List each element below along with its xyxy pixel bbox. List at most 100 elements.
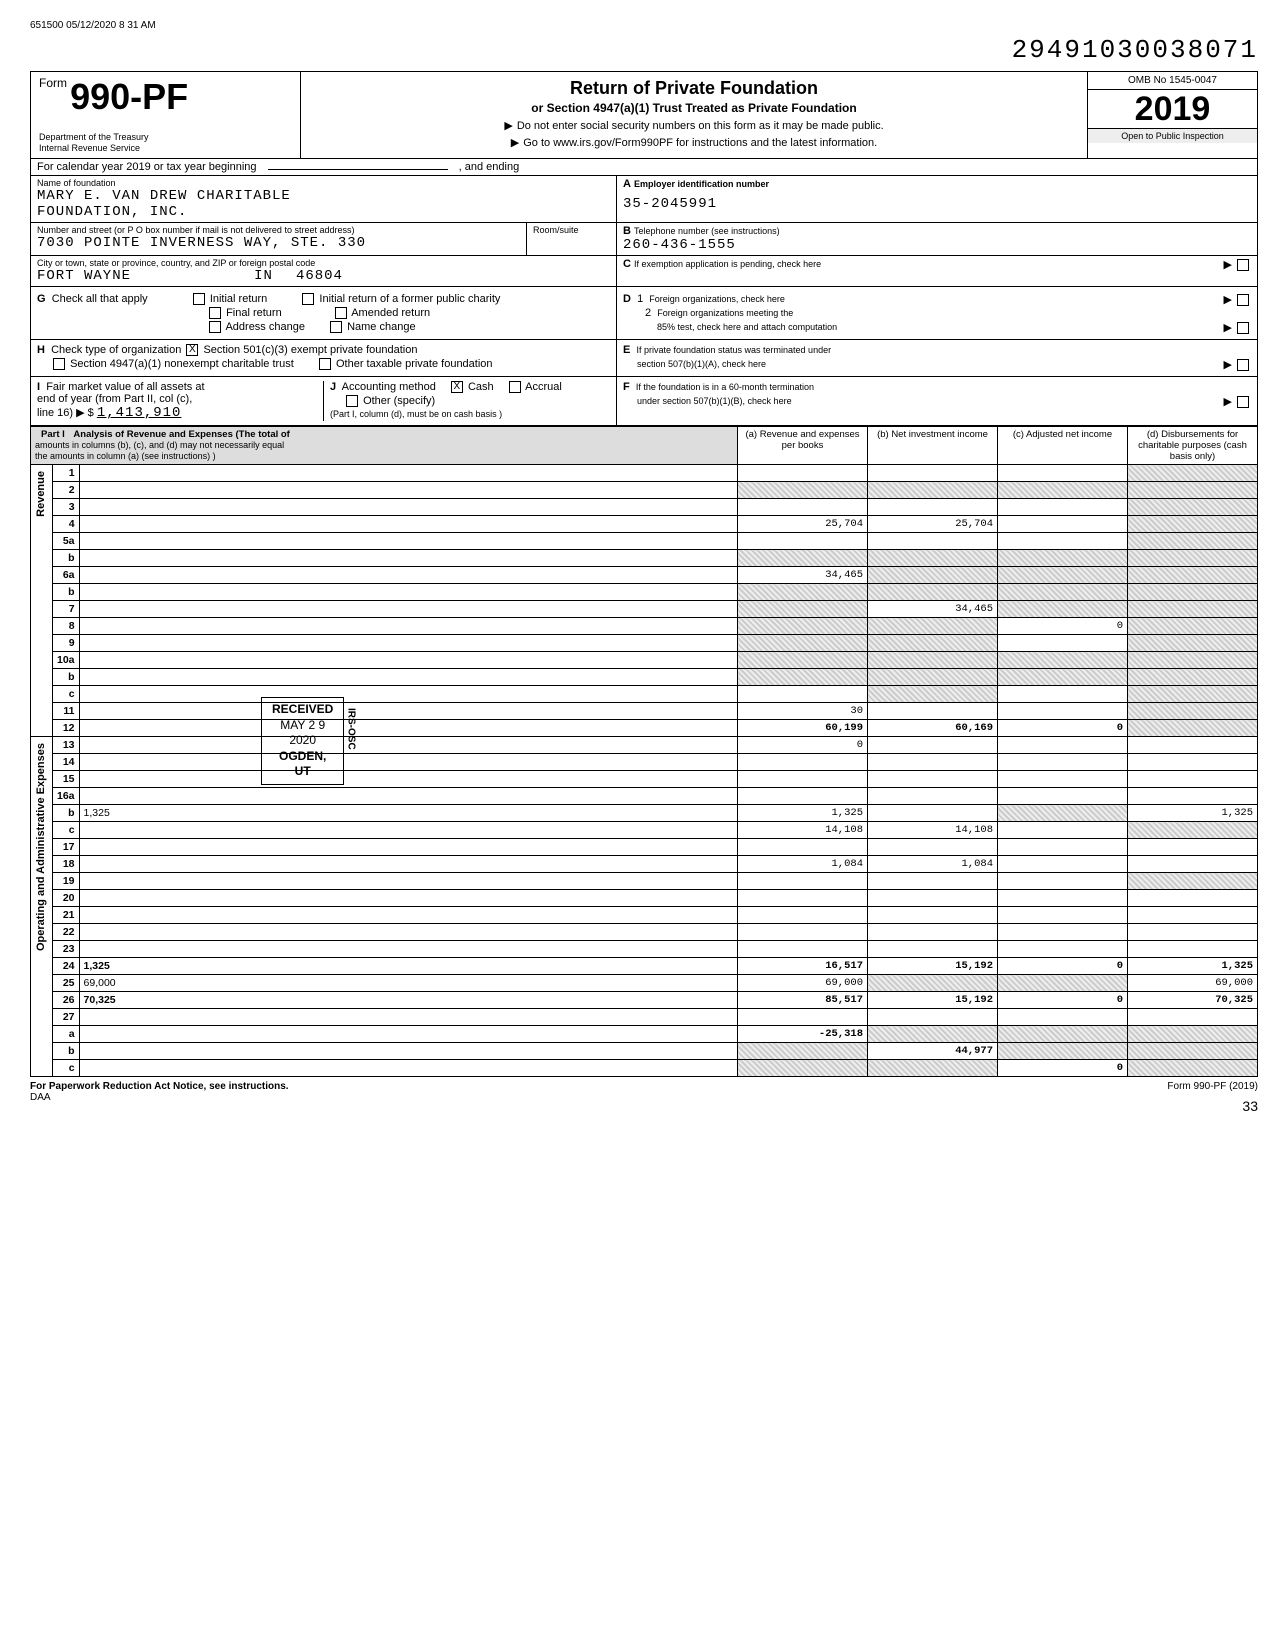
line-number: 18 <box>53 856 80 873</box>
cell-d <box>1128 482 1258 499</box>
cell-a <box>738 618 868 635</box>
line-number: b <box>53 584 80 601</box>
cell-a <box>738 1060 868 1077</box>
cell-a <box>738 601 868 618</box>
cell-b <box>868 618 998 635</box>
cell-c <box>998 805 1128 822</box>
cell-c <box>998 907 1128 924</box>
cell-b <box>868 771 998 788</box>
cell-b <box>868 890 998 907</box>
box-a-letter: A <box>623 178 631 190</box>
cell-d <box>1128 788 1258 805</box>
cell-a <box>738 686 868 703</box>
addr-change-label: Address change <box>225 321 305 333</box>
initial-return-checkbox[interactable] <box>193 293 205 305</box>
line-number: 16a <box>53 788 80 805</box>
cell-d <box>1128 1060 1258 1077</box>
line-number: 7 <box>53 601 80 618</box>
line-number: 12 <box>53 720 80 737</box>
cell-b <box>868 737 998 754</box>
cell-b <box>868 873 998 890</box>
form-prefix: Form <box>39 76 67 90</box>
line-desc <box>79 1060 737 1077</box>
cell-b: 25,704 <box>868 516 998 533</box>
foreign-85-label-1: Foreign organizations meeting the <box>657 308 793 318</box>
cell-a <box>738 482 868 499</box>
cell-a: 1,325 <box>738 805 868 822</box>
initial-former-checkbox[interactable] <box>302 293 314 305</box>
form-title: Return of Private Foundation <box>309 78 1079 99</box>
phone-value: 260-436-1555 <box>623 237 1251 253</box>
foreign-org-checkbox[interactable] <box>1237 294 1249 306</box>
cell-d <box>1128 907 1258 924</box>
foreign-85-checkbox[interactable] <box>1237 322 1249 334</box>
cell-d <box>1128 771 1258 788</box>
cell-d: 70,325 <box>1128 992 1258 1009</box>
4947-checkbox[interactable] <box>53 358 65 370</box>
cell-a: -25,318 <box>738 1026 868 1043</box>
cell-b <box>868 550 998 567</box>
initial-former-label: Initial return of a former public charit… <box>319 293 500 305</box>
final-return-checkbox[interactable] <box>209 307 221 319</box>
cell-a: 25,704 <box>738 516 868 533</box>
accrual-checkbox[interactable] <box>509 381 521 393</box>
cell-c <box>998 516 1128 533</box>
other-method-checkbox[interactable] <box>346 395 358 407</box>
name-change-checkbox[interactable] <box>330 321 342 333</box>
line-number: 14 <box>53 754 80 771</box>
60month-checkbox[interactable] <box>1237 396 1249 408</box>
line-desc <box>79 890 737 907</box>
cell-c <box>998 856 1128 873</box>
line-number: b <box>53 550 80 567</box>
warn-ssn: Do not enter social security numbers on … <box>309 119 1079 132</box>
addr-change-checkbox[interactable] <box>209 321 221 333</box>
box-e-letter: E <box>623 344 630 356</box>
line-number: 8 <box>53 618 80 635</box>
cell-c <box>998 754 1128 771</box>
org-type-label: Check type of organization <box>51 344 181 356</box>
cell-c: 0 <box>998 958 1128 975</box>
cell-c <box>998 686 1128 703</box>
line-number: b <box>53 1043 80 1060</box>
status-term-checkbox[interactable] <box>1237 359 1249 371</box>
foundation-name-1: MARY E. VAN DREW CHARITABLE <box>37 188 610 204</box>
daa-mark: DAA <box>30 1092 51 1103</box>
exemption-checkbox[interactable] <box>1237 259 1249 271</box>
501c3-checkbox[interactable]: X <box>186 344 198 356</box>
cell-d <box>1128 703 1258 720</box>
cell-d <box>1128 533 1258 550</box>
fmv-value: 1,413,910 <box>97 405 182 421</box>
cell-b <box>868 907 998 924</box>
line-desc <box>79 822 737 839</box>
4947-label: Section 4947(a)(1) nonexempt charitable … <box>70 358 294 370</box>
cell-a <box>738 1009 868 1026</box>
cell-d <box>1128 1026 1258 1043</box>
cash-checkbox[interactable]: X <box>451 381 463 393</box>
line-number: 10a <box>53 652 80 669</box>
line-number: b <box>53 669 80 686</box>
cell-c <box>998 1043 1128 1060</box>
line-number: 19 <box>53 873 80 890</box>
501c3-label: Section 501(c)(3) exempt private foundat… <box>203 344 417 356</box>
col-b-header: (b) Net investment income <box>868 427 998 465</box>
cell-b <box>868 703 998 720</box>
line-desc <box>79 941 737 958</box>
box-i-letter: I <box>37 381 40 393</box>
line-desc <box>79 567 737 584</box>
name-label: Name of foundation <box>37 178 610 188</box>
cell-b <box>868 635 998 652</box>
cell-c: 0 <box>998 618 1128 635</box>
amended-checkbox[interactable] <box>335 307 347 319</box>
line-desc <box>79 873 737 890</box>
cell-b <box>868 465 998 482</box>
cell-c <box>998 550 1128 567</box>
cell-c: 0 <box>998 1060 1128 1077</box>
cell-d: 1,325 <box>1128 805 1258 822</box>
cell-a <box>738 941 868 958</box>
cell-c <box>998 924 1128 941</box>
cell-a: 60,199 <box>738 720 868 737</box>
cell-c <box>998 1009 1128 1026</box>
ein-value: 35-2045991 <box>623 196 1251 212</box>
cell-c <box>998 584 1128 601</box>
other-taxable-checkbox[interactable] <box>319 358 331 370</box>
